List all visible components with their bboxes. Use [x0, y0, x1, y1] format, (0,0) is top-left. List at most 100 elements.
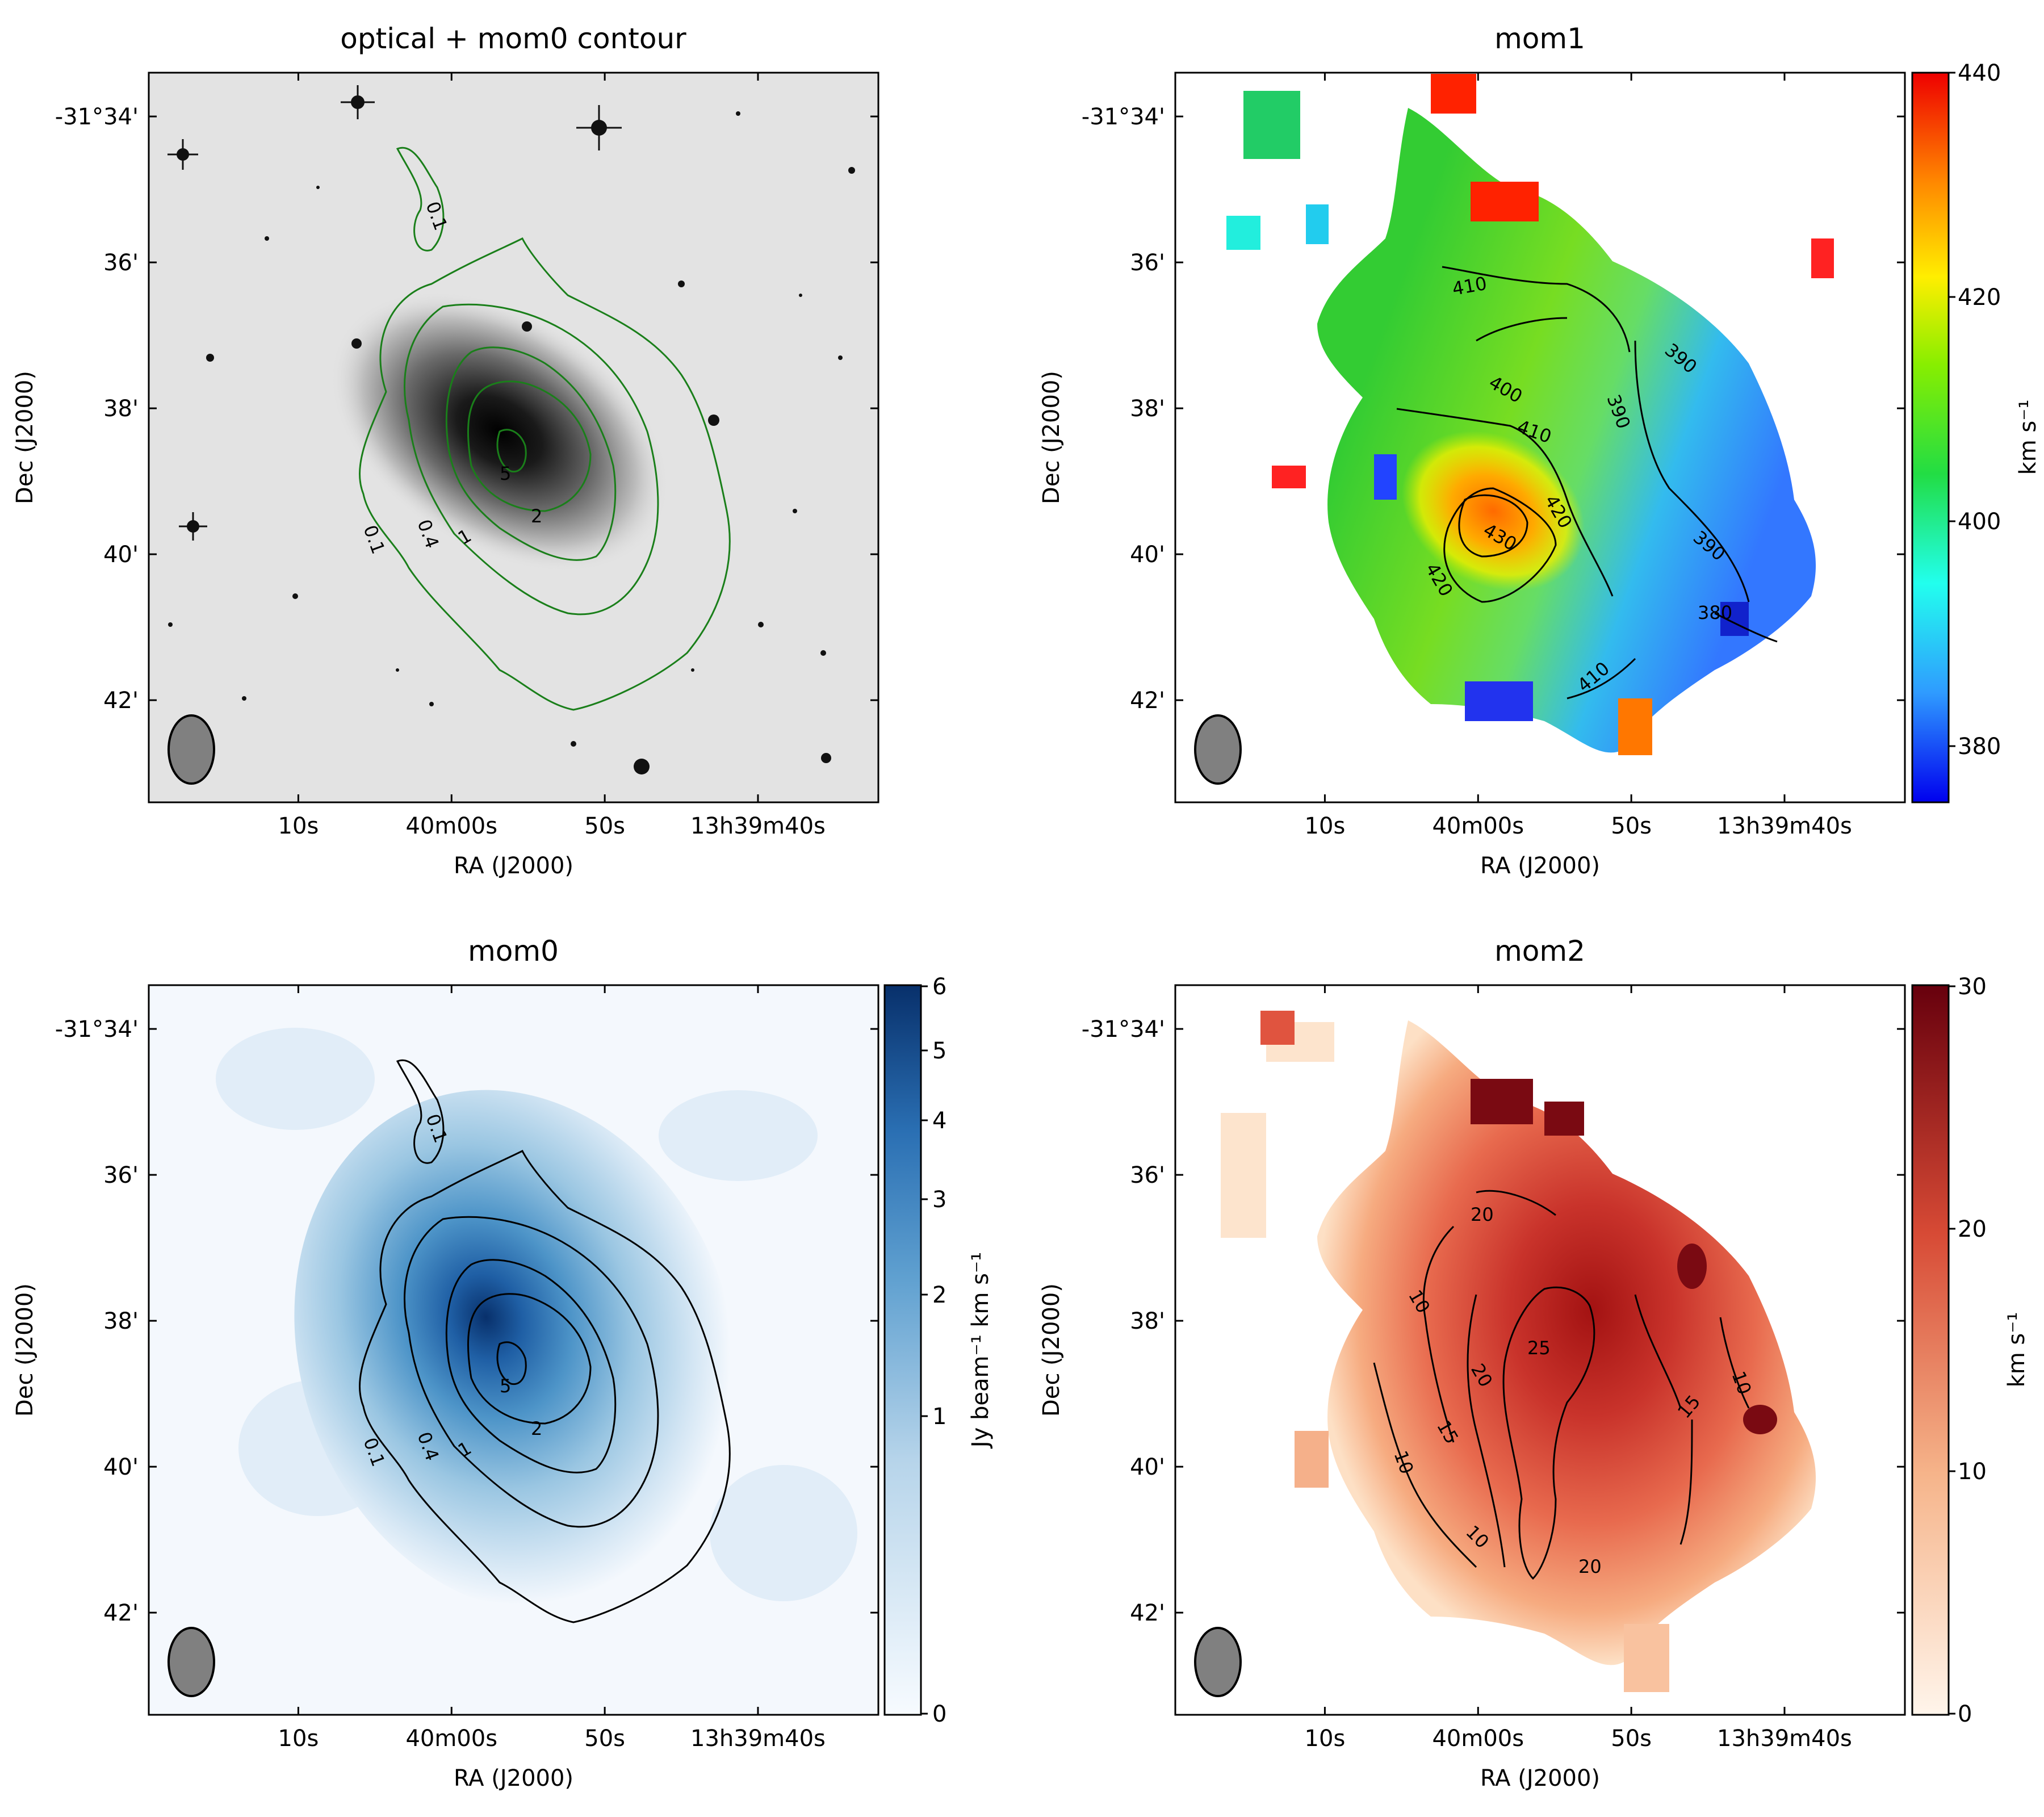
panel-title-optical: optical + mom0 contour	[340, 22, 686, 55]
y-tick-label: 40'	[103, 1454, 139, 1480]
colorbar-label-mom1: km s⁻¹	[2015, 400, 2041, 475]
mom0-contours-black	[359, 1059, 731, 1623]
x-axis-label: RA (J2000)	[454, 853, 573, 879]
x-tick-label: 13h39m40s	[1717, 813, 1852, 839]
colorbar-label-mom2: km s⁻¹	[2004, 1312, 2030, 1388]
colorbar-tick-label: 1	[932, 1404, 946, 1430]
x-tick-label: 10s	[1305, 813, 1346, 839]
y-tick-label: 42'	[103, 688, 139, 714]
contour-label: 2	[531, 1418, 542, 1439]
colorbar-tick-label: 30	[1958, 974, 1987, 1000]
y-tick-label: 42'	[103, 1600, 139, 1626]
y-tick-label: 42'	[1130, 1600, 1165, 1626]
x-tick-label: 50s	[584, 813, 625, 839]
x-tick-label: 40m00s	[1432, 813, 1524, 839]
x-tick-label: 50s	[584, 1726, 625, 1752]
contour-labels-optical: 0.1 0.1 0.4 1 2 5	[359, 199, 542, 557]
mom1-contours	[1396, 266, 1778, 700]
x-tick-label: 13h39m40s	[690, 813, 826, 839]
mom0-contours-green	[359, 146, 731, 711]
y-tick-label: 40'	[1130, 542, 1165, 568]
y-tick-label: 36'	[1130, 1162, 1165, 1188]
y-tick-label: 38'	[1130, 1308, 1165, 1334]
x-tick-label: 10s	[278, 1726, 319, 1752]
colorbar-tick-label: 2	[932, 1282, 946, 1308]
y-tick-label: -31°34'	[1082, 1016, 1165, 1043]
colorbar-ticks-mom1	[1949, 72, 1955, 747]
colorbar-tick-label: 3	[932, 1187, 946, 1213]
x-axis-label: RA (J2000)	[1480, 853, 1600, 879]
y-tick-label: 40'	[1130, 1454, 1165, 1480]
colorbar-tick-label: 400	[1958, 509, 2001, 535]
mom2-peaks	[1471, 1079, 1777, 1434]
x-tick-label: 40m00s	[405, 813, 497, 839]
colorbar-mom2	[1911, 984, 1950, 1716]
beam-ellipse	[167, 714, 215, 785]
panel-title-mom2: mom2	[1494, 935, 1585, 968]
colorbar-tick-label: 4	[932, 1108, 946, 1134]
axes-frame	[1174, 984, 1906, 1716]
y-axis-label: Dec (J2000)	[1038, 371, 1065, 504]
x-tick-label: 40m00s	[1432, 1726, 1524, 1752]
y-tick-label: -31°34'	[55, 104, 139, 130]
axes-frame	[148, 984, 879, 1716]
panel-optical: optical + mom0 contour	[148, 22, 879, 803]
mom2-edges	[1221, 1011, 1669, 1692]
y-tick-label: 38'	[103, 1308, 139, 1334]
contour-label: 5	[500, 463, 511, 484]
y-axis-label: Dec (J2000)	[1038, 1283, 1065, 1417]
beam-ellipse	[1194, 714, 1242, 785]
beam-ellipse	[1194, 1627, 1242, 1697]
mom1-velocity-field	[1317, 108, 1816, 753]
x-tick-label: 50s	[1611, 813, 1652, 839]
x-tick-label: 13h39m40s	[690, 1726, 826, 1752]
y-axis-label: Dec (J2000)	[12, 371, 38, 504]
contour-label: 380	[1698, 602, 1732, 623]
mom0-emission	[294, 1090, 739, 1613]
colorbar-label-mom0: Jy beam⁻¹ km s⁻¹	[967, 1252, 994, 1449]
y-tick-label: 36'	[103, 250, 139, 276]
panel-title-mom0: mom0	[468, 935, 559, 968]
contour-label: 20	[1471, 1204, 1494, 1225]
x-tick-label: 10s	[1305, 1726, 1346, 1752]
panel-mom0: mom0 0.1 0.1 0.4 1	[148, 935, 994, 1727]
colorbar-tick-label: 10	[1958, 1459, 1987, 1485]
axes-frame	[148, 72, 879, 803]
y-tick-label: 36'	[1130, 250, 1165, 276]
x-axis-label: RA (J2000)	[1480, 1765, 1600, 1791]
colorbar-tick-label: 420	[1958, 284, 2001, 311]
y-tick-label: 42'	[1130, 688, 1165, 714]
y-tick-label: 38'	[103, 396, 139, 422]
colorbar-ticks-mom0	[921, 985, 928, 1715]
colorbar-tick-label: 6	[932, 974, 946, 1000]
colorbar-tick-label: 5	[932, 1038, 946, 1064]
colorbar-tick-label: 0	[1958, 1701, 1972, 1727]
colorbar-tick-label: 0	[932, 1701, 946, 1727]
panel-mom2: mom2	[1174, 935, 2030, 1727]
y-tick-label: 36'	[103, 1162, 139, 1188]
mom1-core	[1402, 430, 1585, 592]
colorbar-tick-label: 380	[1958, 734, 2001, 760]
x-tick-label: 13h39m40s	[1717, 1726, 1852, 1752]
axes-decorations: 10s 40m00s 50s 13h39m40s -31°34' 36' 38' 40' 42'…	[12, 73, 1905, 1791]
panel-mom1: mom1	[1174, 22, 2041, 803]
colorbar-ticks-mom2	[1949, 985, 1955, 1715]
x-tick-label: 50s	[1611, 1726, 1652, 1752]
x-tick-label: 10s	[278, 813, 319, 839]
colorbar-mom1	[1911, 72, 1950, 803]
panel-title-mom1: mom1	[1494, 22, 1585, 55]
contour-label: 2	[531, 505, 542, 527]
y-tick-label: -31°34'	[55, 1016, 139, 1043]
contour-label: 5	[500, 1375, 511, 1397]
mom2-dispersion-field	[1317, 1020, 1816, 1665]
colorbar-mom0	[883, 984, 922, 1716]
y-tick-label: -31°34'	[1082, 104, 1165, 130]
x-axis-label: RA (J2000)	[454, 1765, 573, 1791]
beam-ellipse	[167, 1627, 215, 1697]
contour-label: 20	[1578, 1556, 1602, 1577]
mom2-contours	[1373, 1190, 1750, 1580]
mom1-patches	[1226, 74, 1834, 755]
star-spikes	[167, 85, 622, 541]
y-tick-label: 38'	[1130, 396, 1165, 422]
